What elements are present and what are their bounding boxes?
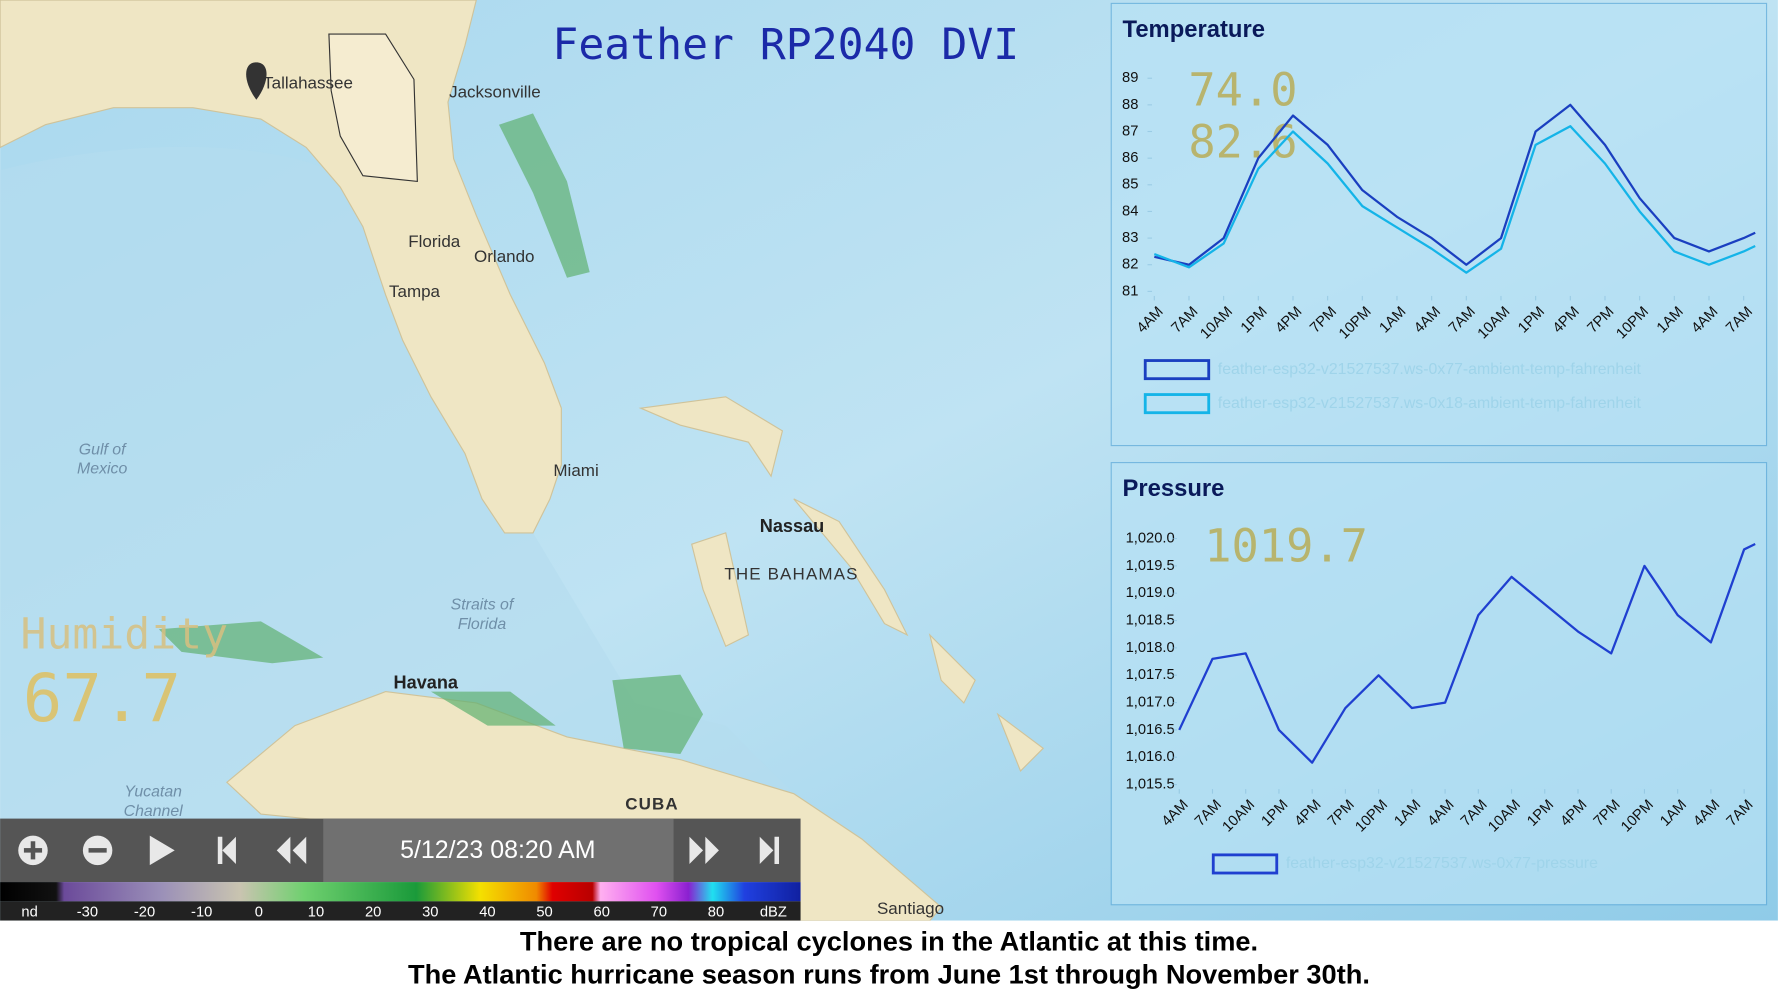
radar-scale-label: 0	[255, 905, 263, 921]
map-label: Havana	[394, 672, 459, 692]
legend-swatch	[1143, 359, 1211, 381]
radar-scale-label: 30	[422, 905, 438, 921]
last-frame-button[interactable]	[759, 836, 780, 864]
map-label: Tampa	[389, 282, 441, 301]
radar-scale-values: -30 -20 -10 0 10 20 30 40 50 60 70 80	[77, 905, 724, 921]
legend-label: feather-esp32-v21527537.ws-0x18-ambient-…	[1218, 395, 1642, 412]
step-forward-button[interactable]	[689, 836, 719, 864]
series-line	[1178, 542, 1756, 764]
map-label: Jacksonville	[449, 82, 541, 101]
map-label: Florida	[408, 232, 461, 251]
map-label: CUBA	[625, 794, 679, 813]
radar-scale-label: 70	[651, 905, 667, 921]
radar-scale-label: 60	[594, 905, 610, 921]
map-label: Mexico	[77, 461, 127, 478]
legend-label: feather-esp32-v21527537.ws-0x77-pressure	[1286, 855, 1598, 872]
y-tick-label: 1,017.5	[1126, 667, 1175, 683]
y-tick-label: 85	[1122, 177, 1138, 193]
y-tick-label: 1,018.0	[1126, 640, 1175, 656]
bahamas-land	[638, 396, 1045, 772]
y-tick-label: 81	[1122, 283, 1138, 299]
series-line	[1153, 125, 1756, 274]
radar-scale-label: -10	[191, 905, 212, 921]
legend-swatch	[1143, 393, 1211, 415]
timestamp: 5/12/23 08:20 AM	[400, 836, 596, 864]
legend-swatch	[1211, 853, 1279, 875]
map-label: Florida	[458, 616, 507, 633]
map-label: Yucatan	[124, 784, 182, 801]
y-tick-label: 89	[1122, 70, 1138, 86]
readout: 82.6	[1188, 116, 1297, 169]
map-label: Channel	[124, 803, 184, 820]
radar-scale-label: -20	[134, 905, 155, 921]
radar-scale-label: nd	[21, 905, 37, 921]
y-tick-label: 84	[1122, 203, 1138, 219]
y-tick-label: 1,019.0	[1126, 585, 1175, 601]
radar-scale-label: dBZ	[760, 905, 787, 921]
play-button[interactable]	[149, 835, 175, 866]
y-tick-label: 1,017.0	[1126, 694, 1175, 710]
florida-land	[0, 0, 562, 534]
map-label: Santiago	[877, 899, 944, 918]
radar-scale-label: 80	[708, 905, 724, 921]
radar-echo	[158, 113, 704, 754]
legend-label: feather-esp32-v21527537.ws-0x77-ambient-…	[1218, 361, 1642, 378]
radar-scale-label: -30	[77, 905, 98, 921]
location-pin	[246, 62, 267, 100]
radar-scale-label: 50	[536, 905, 552, 921]
y-tick-label: 1,020.0	[1126, 530, 1175, 546]
readout: 1019.7	[1204, 519, 1368, 572]
y-tick-label: 88	[1122, 97, 1138, 113]
y-tick-label: 1,016.0	[1126, 749, 1175, 765]
footer-line: The Atlantic hurricane season runs from …	[408, 958, 1370, 989]
chart-title: Temperature	[1123, 16, 1265, 43]
readout: 74.0	[1188, 63, 1297, 116]
y-tick-label: 1,015.5	[1126, 776, 1175, 792]
y-tick-label: 1,019.5	[1126, 558, 1175, 574]
humidity-value: 67.7	[23, 660, 181, 737]
radar-scale-labels-bg	[0, 901, 801, 921]
radar-scale-label: 40	[479, 905, 495, 921]
map-label: Nassau	[760, 516, 824, 536]
pressure-panel	[1110, 462, 1768, 906]
footer-line: There are no tropical cyclones in the At…	[520, 925, 1258, 956]
y-tick-label: 86	[1122, 150, 1138, 166]
y-tick-label: 87	[1122, 123, 1138, 139]
time-box	[323, 818, 674, 883]
footer-bg	[0, 920, 1778, 1000]
shelf	[0, 146, 794, 921]
temperature-panel	[1110, 2, 1768, 447]
radar-scale-label: 20	[365, 905, 381, 921]
map-label: Straits of	[451, 597, 515, 614]
radar-color-scale	[0, 882, 801, 902]
map-label: Orlando	[474, 247, 534, 266]
y-tick-label: 1,018.5	[1126, 612, 1175, 628]
y-tick-label: 83	[1122, 230, 1138, 246]
page-title: Feather RP2040 DVI	[552, 20, 1019, 70]
radar-scale-label: 10	[308, 905, 324, 921]
humidity-label: Humidity	[21, 610, 228, 660]
y-tick-label: 1,016.5	[1126, 722, 1175, 738]
series-line	[1154, 103, 1756, 266]
map-label: Miami	[553, 461, 598, 480]
map-label: Gulf of	[79, 441, 127, 458]
zoom-out-button[interactable]	[82, 835, 113, 866]
step-back-button[interactable]	[276, 836, 307, 864]
map-label: Tallahassee	[263, 73, 353, 92]
map-label: THE BAHAMAS	[724, 564, 858, 583]
y-tick-label: 82	[1122, 257, 1138, 273]
zoom-in-button[interactable]	[18, 835, 48, 866]
county-outline	[328, 33, 418, 183]
chart-title: Pressure	[1123, 475, 1225, 502]
